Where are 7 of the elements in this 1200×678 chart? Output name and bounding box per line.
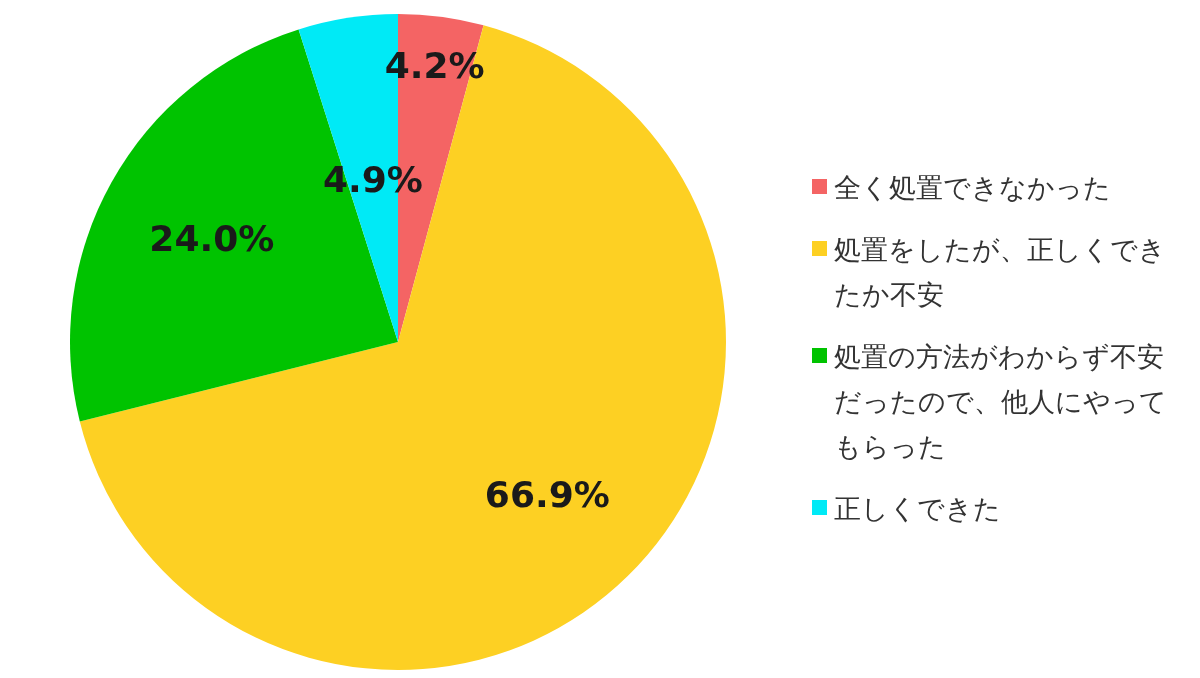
legend-label: 処置をしたが、正しくできたか不安 [834,233,1166,310]
data-label: 66.9% [484,473,610,515]
legend-label: 全く処置できなかった [834,171,1111,203]
pie-slice [79,25,726,670]
legend-label: 処置の方法がわからず不安だったので、他人にやってもらった [834,340,1167,462]
legend-label: 正しくできた [834,492,1001,524]
data-label: 24.0% [149,217,275,259]
